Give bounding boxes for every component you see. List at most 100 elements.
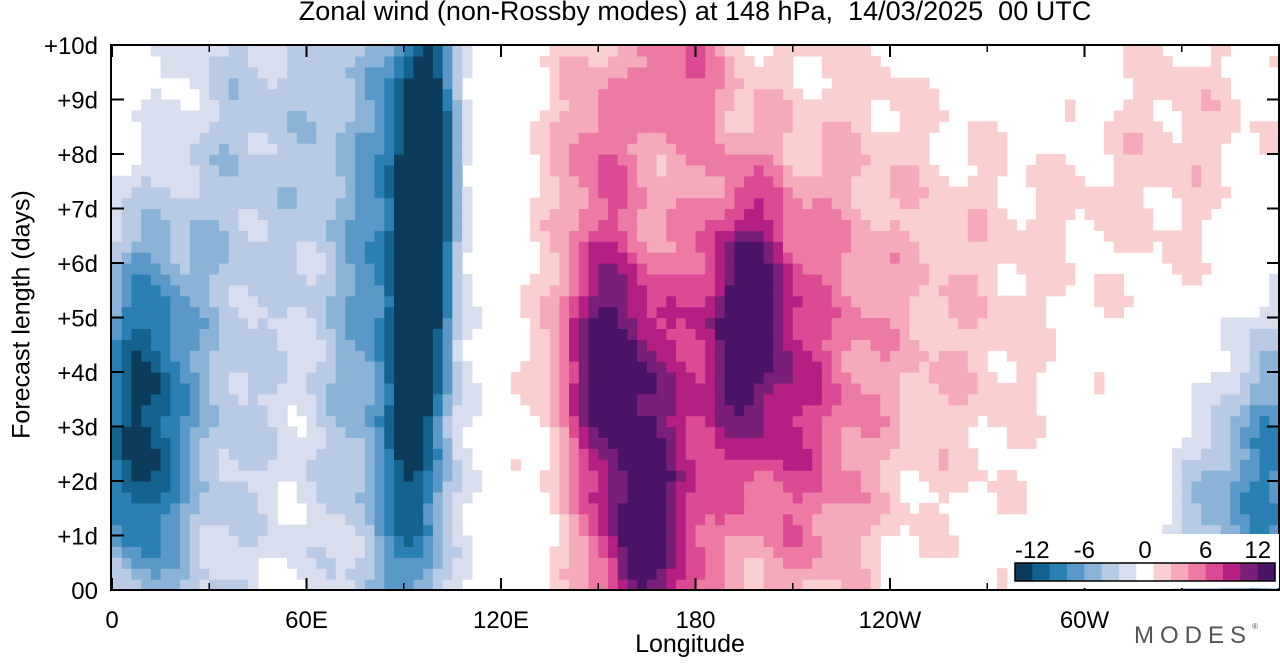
field-cell [218, 491, 230, 504]
field-cell [1191, 524, 1202, 537]
field-cell [967, 132, 979, 144]
field-cell [724, 535, 735, 547]
field-cell [578, 66, 590, 79]
field-cell [831, 110, 842, 122]
field-cell [189, 45, 201, 57]
field-cell [539, 252, 551, 264]
field-cell [870, 208, 881, 220]
field-cell [763, 557, 774, 569]
field-cell [724, 568, 735, 580]
field-cell [919, 197, 930, 210]
field-cell [452, 404, 463, 417]
field-cell [1172, 175, 1183, 188]
field-cell [160, 481, 171, 493]
field-cell [860, 437, 872, 449]
field-cell [549, 350, 560, 362]
field-cell [364, 535, 376, 547]
field-cell [141, 230, 152, 242]
field-cell [676, 524, 687, 537]
field-cell [131, 524, 142, 537]
field-cell [306, 317, 317, 329]
field-cell [335, 121, 346, 133]
field-cell [141, 524, 152, 537]
field-cell [637, 317, 648, 329]
field-cell [277, 415, 288, 428]
field-cell [870, 502, 881, 515]
field-cell [841, 208, 852, 220]
field-cell [890, 241, 901, 253]
field-cell [1172, 230, 1183, 242]
field-cell [792, 361, 804, 373]
field-cell [890, 491, 901, 504]
field-cell [860, 481, 872, 493]
field-cell [520, 306, 531, 319]
field-cell [967, 154, 979, 166]
field-cell [695, 175, 706, 188]
field-cell [306, 110, 317, 122]
field-cell [432, 404, 444, 417]
field-cell [257, 361, 269, 373]
field-cell [958, 404, 969, 417]
field-cell [860, 448, 872, 460]
field-cell [880, 350, 891, 362]
field-cell [948, 404, 959, 417]
field-cell [714, 328, 726, 340]
field-cell [432, 295, 444, 308]
field-cell [559, 361, 570, 373]
field-cell [821, 350, 833, 362]
field-cell [676, 546, 687, 558]
field-cell [1201, 470, 1212, 482]
field-cell [734, 557, 745, 569]
field-cell [423, 77, 434, 90]
field-cell [685, 55, 697, 68]
field-cell [627, 502, 638, 515]
field-cell [1191, 197, 1202, 210]
field-cell [870, 350, 881, 362]
field-cell [1201, 263, 1212, 275]
field-cell [189, 339, 201, 351]
field-cell [714, 491, 726, 504]
field-cell [695, 350, 706, 362]
field-cell [335, 328, 346, 340]
field-cell [355, 350, 366, 362]
field-cell [296, 164, 308, 177]
field-cell [267, 426, 278, 438]
field-cell [384, 208, 395, 220]
field-cell [160, 535, 171, 547]
field-cell [335, 415, 346, 428]
field-cell [345, 535, 356, 547]
field-cell [598, 459, 609, 471]
field-cell [452, 252, 463, 264]
field-cell [724, 382, 735, 395]
field-cell [1133, 88, 1144, 101]
field-cell [831, 415, 842, 428]
field-cell [1181, 459, 1193, 471]
field-cell [364, 437, 376, 449]
field-cell [607, 404, 619, 417]
field-cell [909, 164, 920, 177]
field-cell [403, 382, 415, 395]
field-cell [773, 481, 784, 493]
field-cell [471, 317, 483, 329]
field-cell [607, 197, 619, 210]
field-cell [1259, 524, 1270, 537]
field-cell [218, 284, 230, 297]
field-cell [442, 121, 453, 133]
field-cell [335, 317, 346, 329]
field-cell [355, 535, 366, 547]
field-cell [860, 197, 872, 210]
field-cell [860, 459, 872, 471]
field-cell [112, 524, 123, 537]
field-cell [948, 481, 959, 493]
field-cell [1181, 448, 1193, 460]
field-cell [267, 132, 278, 144]
field-cell [1084, 186, 1095, 199]
field-cell [831, 524, 842, 537]
field-cell [257, 230, 269, 242]
colorbar-swatch [1101, 563, 1120, 581]
field-cell [1162, 88, 1173, 101]
field-cell [899, 252, 911, 264]
field-cell [325, 230, 337, 242]
field-cell [880, 143, 891, 155]
field-cell [374, 437, 385, 449]
